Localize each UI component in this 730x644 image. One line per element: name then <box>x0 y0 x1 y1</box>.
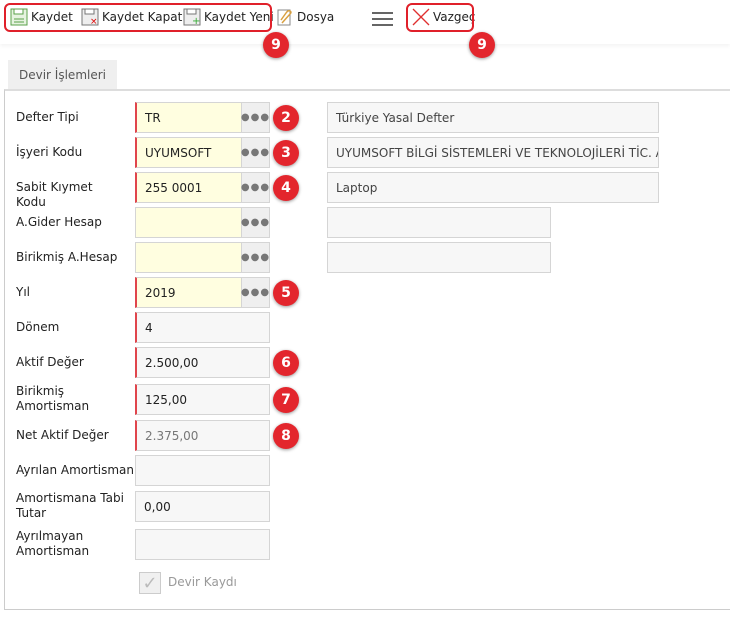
menu-button[interactable] <box>372 8 394 30</box>
field-label: Sabit Kıymet Kodu <box>16 180 93 209</box>
annotation-badge: 4 <box>273 175 299 201</box>
field-input[interactable]: TR <box>135 102 242 133</box>
highlight-box <box>4 3 272 32</box>
field-label: Ayrılan Amortisman <box>16 463 134 477</box>
highlight-box <box>406 3 474 32</box>
annotation-badge: 9 <box>263 32 289 58</box>
field-input: 2.375,00 <box>135 420 270 451</box>
field-input[interactable]: UYUMSOFT <box>135 137 242 168</box>
field-label: Net Aktif Değer <box>16 428 109 442</box>
lookup-button[interactable]: ●●● <box>241 242 270 273</box>
description-field: Laptop <box>327 172 659 203</box>
field-input[interactable]: 0,00 <box>135 491 270 522</box>
ellipsis-icon: ●●● <box>240 252 271 263</box>
save-close-label: Kaydet Kapat <box>102 10 183 24</box>
lookup-button[interactable]: ●●● <box>241 102 270 133</box>
paperclip-document-icon <box>277 9 292 26</box>
annotation-badge: 6 <box>273 350 299 376</box>
field-label: Amortismana Tabi Tutar <box>16 491 124 520</box>
save-new-button[interactable]: + Kaydet Yeni <box>183 6 274 28</box>
field-input[interactable] <box>135 242 242 273</box>
field-label: A.Gider Hesap <box>16 215 102 229</box>
save-label: Kaydet <box>31 10 73 24</box>
field-label: Birikmiş A.Hesap <box>16 250 118 264</box>
field-label: Birikmiş Amortisman <box>16 384 90 413</box>
annotation-badge: 8 <box>273 423 299 449</box>
ellipsis-icon: ●●● <box>240 112 271 123</box>
save-button[interactable]: Kaydet <box>10 6 73 28</box>
field-input[interactable] <box>135 529 270 560</box>
file-button[interactable]: Dosya <box>276 6 334 28</box>
cancel-label: Vazgeç <box>433 10 476 24</box>
ellipsis-icon: ●●● <box>240 182 271 193</box>
field-label: Dönem <box>16 320 60 334</box>
field-label: Yıl <box>16 285 30 299</box>
save-close-icon: × <box>81 8 99 26</box>
field-input[interactable] <box>135 455 270 486</box>
save-close-button[interactable]: × Kaydet Kapat <box>81 6 182 28</box>
field-input[interactable]: 4 <box>135 312 270 343</box>
ellipsis-icon: ●●● <box>240 147 271 158</box>
field-label: Aktif Değer <box>16 355 84 369</box>
field-label: Ayrılmayan Amortisman <box>16 529 90 558</box>
save-icon <box>10 8 28 26</box>
field-label: Defter Tipi <box>16 110 79 124</box>
description-field: Türkiye Yasal Defter <box>327 102 659 133</box>
file-label: Dosya <box>297 10 335 24</box>
save-new-icon: + <box>183 8 201 26</box>
description-field: UYUMSOFT BİLGİ SİSTEMLERİ VE TEKNOLOJİLE… <box>327 137 659 168</box>
annotation-badge: 5 <box>273 280 299 306</box>
checkmark-icon: ✓ <box>142 572 158 594</box>
ellipsis-icon: ●●● <box>240 217 271 228</box>
ellipsis-icon: ●●● <box>240 287 271 298</box>
svg-text:×: × <box>90 17 98 26</box>
lookup-button[interactable]: ●●● <box>241 207 270 238</box>
form-panel <box>4 89 730 610</box>
toolbar: Kaydet × Kaydet Kapat + Kaydet Yeni Dosy… <box>0 0 730 58</box>
devir-kaydi-label: Devir Kaydı <box>168 575 237 589</box>
lookup-button[interactable]: ●●● <box>241 137 270 168</box>
description-field <box>327 242 551 273</box>
annotation-badge: 2 <box>273 105 299 131</box>
field-input[interactable]: 2.500,00 <box>135 347 270 378</box>
field-input[interactable]: 255 0001 <box>135 172 242 203</box>
field-input[interactable]: 125,00 <box>135 384 270 415</box>
annotation-badge: 9 <box>469 32 495 58</box>
annotation-badge: 3 <box>273 140 299 166</box>
tab-devir-islemleri[interactable]: Devir İşlemleri <box>8 60 117 89</box>
save-new-label: Kaydet Yeni <box>204 10 274 24</box>
svg-text:+: + <box>192 16 200 26</box>
close-icon <box>412 8 430 26</box>
annotation-badge: 7 <box>273 387 299 413</box>
devir-kaydi-checkbox[interactable]: ✓ <box>139 572 161 594</box>
field-input[interactable]: 2019 <box>135 277 242 308</box>
lookup-button[interactable]: ●●● <box>241 277 270 308</box>
field-label: İşyeri Kodu <box>16 145 83 159</box>
lookup-button[interactable]: ●●● <box>241 172 270 203</box>
hamburger-icon <box>372 12 393 26</box>
field-input[interactable] <box>135 207 242 238</box>
cancel-button[interactable]: Vazgeç <box>412 6 476 28</box>
description-field <box>327 207 551 238</box>
